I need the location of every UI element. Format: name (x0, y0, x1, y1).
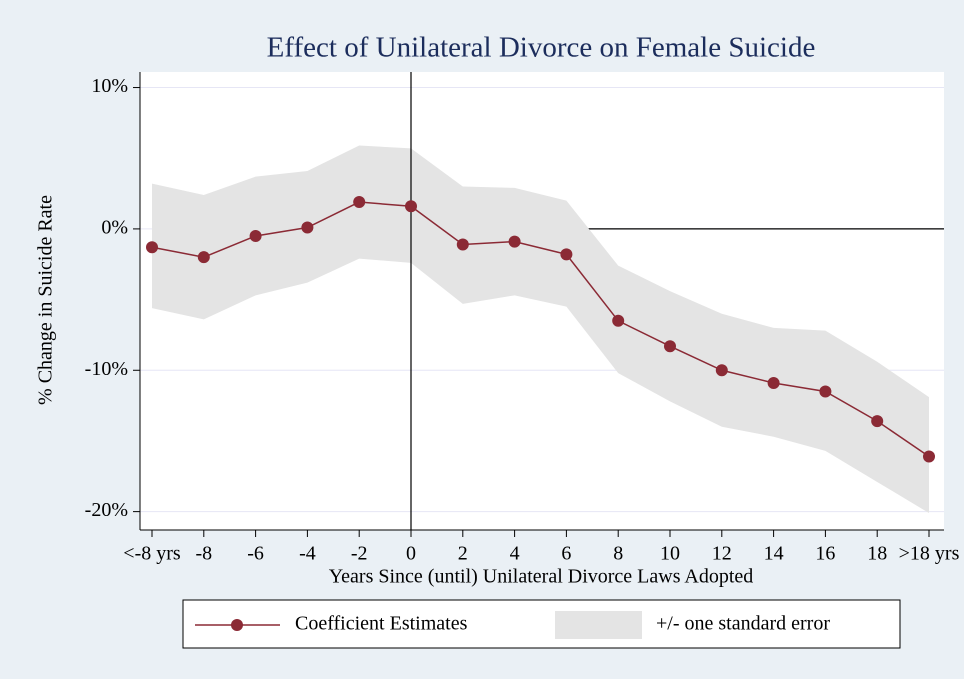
data-point (353, 196, 366, 209)
legend-box (182, 599, 901, 649)
x-tick-label: 8 (613, 543, 623, 565)
data-point (767, 376, 780, 389)
data-point (664, 340, 676, 353)
data-point (560, 248, 573, 261)
x-tick-label: 16 (815, 543, 835, 565)
y-tick-label: 0% (101, 217, 128, 239)
data-point (715, 364, 728, 377)
x-tick-label: 0 (406, 543, 416, 565)
y-tick-label: 10% (91, 75, 128, 97)
chart-title: Effect of Unilateral Divorce on Female S… (267, 32, 816, 64)
x-tick-label: 14 (764, 543, 784, 565)
data-point (456, 238, 469, 251)
x-tick-label: -8 (195, 543, 212, 565)
x-axis-title: Years Since (until) Unilateral Divorce L… (329, 566, 754, 588)
legend-marker (231, 619, 243, 631)
data-point (405, 200, 417, 213)
y-tick-label: -10% (85, 358, 128, 380)
data-point (819, 385, 832, 398)
y-tick-label: -20% (85, 499, 128, 521)
x-tick-label: >18 yrs (899, 543, 960, 565)
x-tick-label: <-8 yrs (123, 543, 181, 565)
data-point (508, 235, 521, 248)
x-tick-label: -6 (247, 543, 264, 565)
x-tick-label: -2 (351, 543, 368, 565)
x-tick-label: 18 (867, 543, 887, 565)
x-tick-label: 2 (458, 543, 468, 565)
data-point (301, 221, 314, 234)
data-point (249, 229, 262, 242)
data-point (871, 415, 884, 428)
series-line (151, 201, 930, 458)
legend-label: +/- one standard error (656, 613, 830, 635)
legend-swatch (555, 611, 642, 639)
y-axis-title: % Change in Suicide Rate (35, 195, 57, 405)
data-point (923, 450, 935, 463)
x-tick-label: 10 (660, 543, 680, 565)
legend-label: Coefficient Estimates (295, 613, 468, 635)
data-point (612, 314, 625, 327)
data-point (197, 251, 210, 264)
error-band (152, 145, 929, 514)
x-tick-label: 4 (510, 543, 520, 565)
data-point (146, 241, 158, 254)
x-tick-label: 12 (712, 543, 732, 565)
x-tick-label: -4 (299, 543, 316, 565)
x-tick-label: 6 (561, 543, 571, 565)
